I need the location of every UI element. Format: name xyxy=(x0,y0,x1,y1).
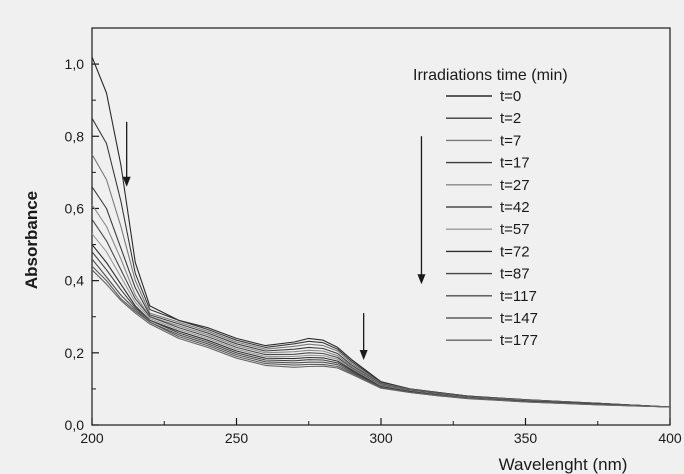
y-tick-label: 0,0 xyxy=(65,417,85,433)
y-axis-ticks: 0,0 0,2 0,4 0,6 0,8 1,0 xyxy=(65,27,99,433)
x-axis-title: Wavelenght (nm) xyxy=(499,455,628,474)
legend-label: t=177 xyxy=(500,332,538,349)
legend-label: t=7 xyxy=(500,132,521,149)
x-tick-label: 300 xyxy=(369,430,393,446)
x-tick-label: 200 xyxy=(80,430,104,446)
x-tick-label: 350 xyxy=(514,430,538,446)
legend-entries: t=0 t=2 t=7 t=17 t=27 t=42 t=57 t=72 t=87 t=117 t=… xyxy=(446,88,538,349)
legend-label: t=17 xyxy=(500,155,530,172)
y-tick-label: 1,0 xyxy=(65,56,85,72)
x-tick-label: 250 xyxy=(225,430,249,446)
arrow-head xyxy=(359,350,368,361)
arrow-head xyxy=(122,176,131,187)
legend-label: t=87 xyxy=(500,266,530,283)
x-axis-ticks: 200 250 300 350 400 xyxy=(80,418,682,446)
legend-label: t=117 xyxy=(500,288,537,305)
y-tick-label: 0,8 xyxy=(65,128,85,144)
y-tick-label: 0,2 xyxy=(65,345,85,361)
arrow-head xyxy=(417,274,426,285)
legend-label: t=0 xyxy=(500,88,521,105)
legend-label: t=42 xyxy=(500,199,530,216)
y-tick-label: 0,4 xyxy=(65,273,85,289)
legend-title: Irradiations time (min) xyxy=(413,67,568,84)
series-lines xyxy=(91,56,671,408)
legend-label: t=2 xyxy=(500,110,521,127)
legend-label: t=57 xyxy=(500,221,530,238)
annotation-arrows xyxy=(122,121,426,361)
y-tick-label: 0,6 xyxy=(65,200,85,216)
legend-label: t=147 xyxy=(500,310,538,327)
series-line-t-177 xyxy=(91,269,671,408)
legend-label: t=72 xyxy=(500,243,530,260)
x-tick-label: 400 xyxy=(658,430,682,446)
legend-label: t=27 xyxy=(500,177,530,194)
y-axis-title: Absorbance xyxy=(22,191,41,289)
legend: Irradiations time (min) t=0 t=2 t=7 t=17 t=2… xyxy=(413,67,568,349)
